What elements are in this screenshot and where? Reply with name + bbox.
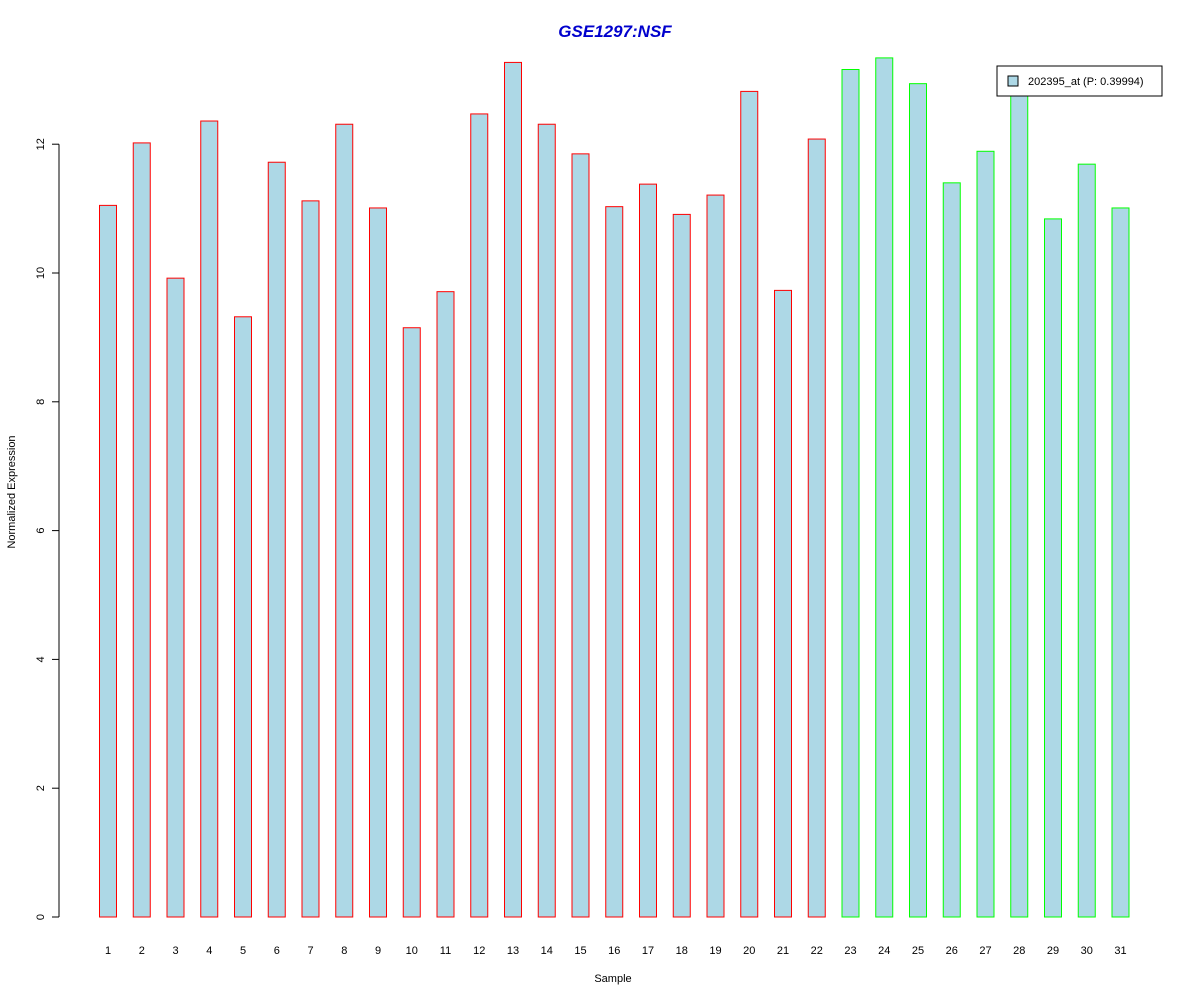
bar-sample-17 <box>639 183 657 918</box>
x-tick-label: 22 <box>811 945 823 957</box>
bar-sample-11 <box>436 291 455 918</box>
x-tick-label: 21 <box>777 945 789 957</box>
bar-sample-9 <box>369 207 387 918</box>
y-axis: 0 2 4 6 8 10 12 <box>35 138 60 920</box>
x-tick-label: 7 <box>307 945 313 957</box>
bar-sample-21 <box>774 289 792 918</box>
x-axis-label: Sample <box>594 973 631 985</box>
bar-sample-12 <box>470 113 489 918</box>
y-tick-label: 0 <box>35 914 47 920</box>
bar-sample-15 <box>571 153 590 918</box>
y-tick-label: 10 <box>35 267 47 279</box>
x-tick-label: 30 <box>1081 945 1093 957</box>
y-tick-label: 2 <box>35 785 47 791</box>
x-tick-label: 16 <box>608 945 620 957</box>
y-axis-label: Normalized Expression <box>6 435 18 548</box>
x-tick-label: 9 <box>375 945 381 957</box>
bar-sample-13 <box>504 61 522 918</box>
bar-sample-19 <box>706 194 725 918</box>
bar-sample-22 <box>807 138 826 918</box>
legend-label: 202395_at (P: 0.39994) <box>1028 76 1144 88</box>
x-tick-label: 24 <box>878 945 890 957</box>
legend: 202395_at (P: 0.39994) <box>996 65 1163 97</box>
x-tick-label: 8 <box>341 945 347 957</box>
bar-sample-7 <box>301 200 320 918</box>
x-tick-label: 26 <box>946 945 958 957</box>
x-tick-label: 5 <box>240 945 246 957</box>
bar-sample-1 <box>99 204 117 918</box>
x-tick-label: 1 <box>105 945 111 957</box>
bar-sample-10 <box>402 327 421 918</box>
x-tick-label: 4 <box>206 945 212 957</box>
x-tick-label: 14 <box>541 945 553 957</box>
chart-title: GSE1297:NSF <box>558 22 672 41</box>
bar-sample-5 <box>234 316 252 918</box>
bar-sample-25 <box>909 83 927 918</box>
bar-sample-29 <box>1044 218 1062 918</box>
bar-sample-20 <box>740 90 759 918</box>
bar-sample-14 <box>537 123 556 918</box>
bar-sample-27 <box>976 150 995 918</box>
bar-sample-4 <box>200 120 219 918</box>
x-tick-label: 28 <box>1013 945 1025 957</box>
x-tick-label: 23 <box>844 945 856 957</box>
y-tick-label: 4 <box>35 656 47 662</box>
bar-sample-18 <box>672 213 691 918</box>
legend-swatch <box>1007 75 1019 87</box>
x-tick-label: 2 <box>139 945 145 957</box>
legend-box <box>996 65 1163 97</box>
x-tick-label: 20 <box>743 945 755 957</box>
bar-sample-24 <box>875 57 894 918</box>
x-tick-label: 3 <box>172 945 178 957</box>
bars-group <box>99 57 1130 918</box>
x-tick-label: 18 <box>676 945 688 957</box>
bar-sample-2 <box>132 142 151 918</box>
x-tick-label: 29 <box>1047 945 1059 957</box>
bar-sample-8 <box>335 123 354 918</box>
x-tick-label: 12 <box>473 945 485 957</box>
y-tick-label: 8 <box>35 399 47 405</box>
x-tick-label: 19 <box>709 945 721 957</box>
bar-sample-16 <box>605 206 624 918</box>
bar-sample-26 <box>942 182 961 918</box>
bar-sample-6 <box>267 161 286 918</box>
x-tick-labels: 1 2 3 4 5 6 7 8 9 10 11 12 13 14 15 16 17 18 19 20 21 22 23 24 2… <box>105 945 1127 957</box>
x-tick-label: 25 <box>912 945 924 957</box>
bar-sample-28 <box>1010 89 1029 918</box>
bar-sample-3 <box>166 277 185 918</box>
x-tick-label: 13 <box>507 945 519 957</box>
x-tick-label: 11 <box>440 945 451 957</box>
x-tick-label: 6 <box>274 945 280 957</box>
x-tick-label: 31 <box>1114 945 1126 957</box>
bar-sample-30 <box>1077 163 1096 918</box>
bar-sample-23 <box>841 68 860 918</box>
bar-sample-31 <box>1111 207 1130 918</box>
x-tick-label: 10 <box>406 945 418 957</box>
x-tick-label: 17 <box>642 945 654 957</box>
y-tick-label: 12 <box>35 138 47 150</box>
x-tick-label: 15 <box>574 945 586 957</box>
y-tick-label: 6 <box>35 528 47 534</box>
x-tick-label: 27 <box>979 945 991 957</box>
